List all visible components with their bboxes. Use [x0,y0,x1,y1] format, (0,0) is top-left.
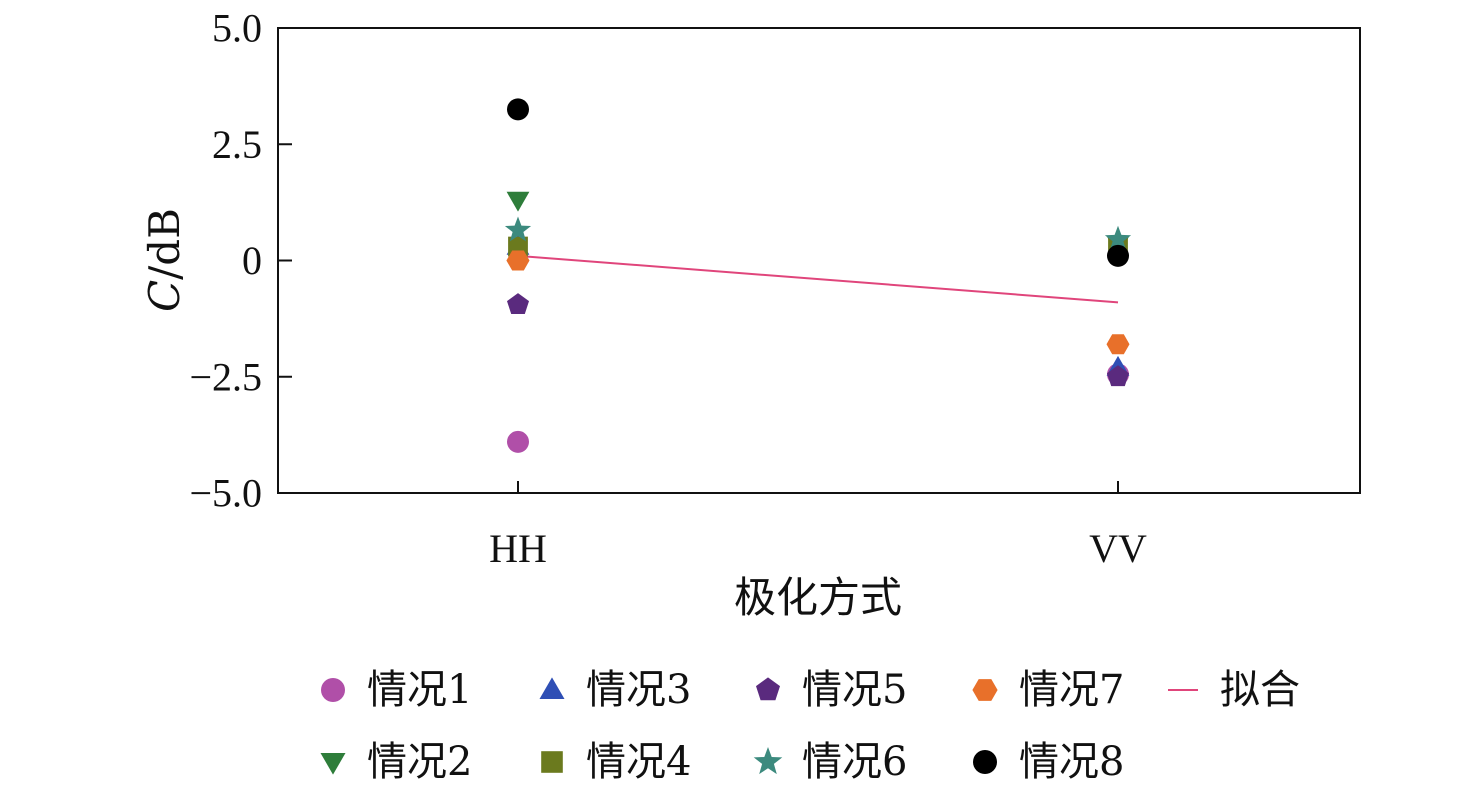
x-tick-label-vv: VV [1089,526,1147,571]
legend-label-series-7: 情况7 [1019,667,1124,713]
data-point-series-8-vv [1107,244,1129,267]
legend-marker-series-3 [539,677,565,699]
legend-label-series-4: 情况4 [586,739,691,785]
legend-label-series-8: 情况8 [1019,739,1124,785]
y-axis: 5.0 2.5 0 −2.5 −5.0 [189,6,292,516]
legend-label-series-5: 情况5 [802,667,907,713]
y-axis-title-italic: C [140,280,189,312]
x-axis: HH VV [489,481,1147,571]
legend-label-fit: 拟合 [1220,667,1300,713]
data-point-series-6-hh [504,216,532,242]
legend-label-series-3: 情况3 [586,667,691,713]
data-point-series-6-vv [1104,225,1132,251]
legend-marker-series-2 [320,753,346,775]
legend-marker-series-5 [756,677,780,701]
legend-label-series-2: 情况2 [367,739,472,785]
x-axis-title: 极化方式 [734,573,902,622]
fit-line [517,254,1119,304]
data-point-series-5-hh [507,293,529,314]
plot-frame [277,27,1361,494]
legend-marker-series-8 [973,750,997,774]
legend-marker-series-6 [753,747,783,775]
y-tick-label: 2.5 [212,122,262,167]
data-points-layer [504,98,1132,453]
legend: 情况1 情况2 情况3 情况4 情况5 情况6 情况7 情况8 拟合 [320,667,1300,785]
legend-marker-series-4 [541,751,563,773]
data-point-series-7-vv [1106,334,1130,355]
legend-label-series-1: 情况1 [367,667,472,713]
data-point-series-8-hh [507,98,529,121]
y-axis-title-unit: /dB [140,208,189,280]
legend-label-series-6: 情况6 [802,739,907,785]
y-tick-label: 0 [242,238,262,283]
data-point-series-2-hh [506,191,530,212]
data-point-series-1-hh [507,430,529,453]
x-tick-label-hh: HH [489,526,547,571]
y-axis-title: C/dB [140,208,189,312]
legend-marker-series-7 [972,679,998,701]
data-point-series-5-vv [1107,365,1129,387]
y-tick-label: 5.0 [212,6,262,51]
y-tick-label: −5.0 [189,471,262,516]
y-tick-label: −2.5 [189,354,262,399]
legend-marker-series-1 [321,678,345,702]
data-point-series-7-hh [506,250,530,271]
fit-line-layer [517,254,1119,304]
